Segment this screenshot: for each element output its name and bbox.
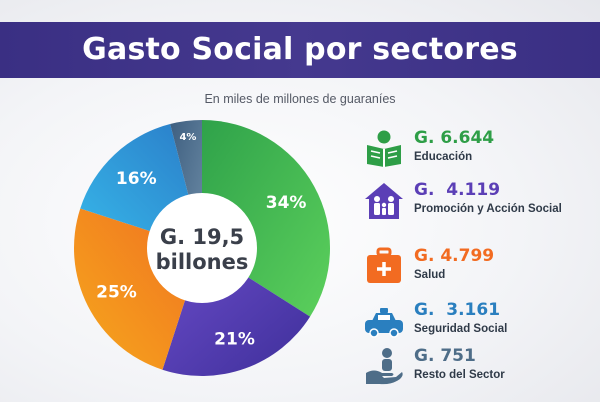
slice-percent-label: 16%: [116, 169, 157, 189]
legend-label: Seguridad Social: [414, 323, 508, 335]
slice-percent-label: 4%: [179, 132, 196, 143]
legend-label: Resto del Sector: [414, 369, 505, 381]
legend-item-salud: G. 4.799 Salud: [362, 246, 600, 296]
legend-item-seguridad: G. 3.161 Seguridad Social: [362, 300, 600, 350]
legend-item-promocion: G. 4.119 Promoción y Acción Social: [362, 180, 600, 230]
legend-label: Salud: [414, 269, 446, 281]
legend-label: Educación: [414, 151, 473, 163]
donut-chart: 34% 21% 25% 16% 4% G. 19,5 billones: [73, 120, 330, 376]
legend-value: G. 4.119: [414, 180, 501, 200]
donut-hole: [147, 193, 257, 303]
page-title: Gasto Social por sectores: [82, 32, 518, 67]
slice-percent-label: 21%: [214, 329, 255, 349]
slice-percent-label: 25%: [96, 283, 137, 303]
medical-kit-icon: [367, 247, 401, 283]
police-car-icon: [365, 308, 403, 338]
total-value-line2: billones: [156, 250, 249, 274]
chart-subtitle: En miles de millones de guaraníes: [204, 92, 396, 106]
total-value-line1: G. 19,5: [160, 225, 244, 249]
legend-value: G. 3.161: [414, 300, 501, 320]
hand-person-icon: [366, 348, 403, 385]
legend-value: G. 4.799: [414, 246, 495, 266]
legend-item-educacion: G. 6.644 Educación: [362, 128, 600, 178]
legend-label: Promoción y Acción Social: [414, 203, 562, 215]
family-house-icon: [365, 183, 403, 219]
legend-value: G. 751: [414, 346, 476, 366]
education-icon: [367, 130, 401, 167]
legend-value: G. 6.644: [414, 128, 495, 148]
title-banner: Gasto Social por sectores: [0, 22, 600, 78]
slice-percent-label: 34%: [266, 193, 307, 213]
legend-item-resto: G. 751 Resto del Sector: [362, 346, 600, 396]
